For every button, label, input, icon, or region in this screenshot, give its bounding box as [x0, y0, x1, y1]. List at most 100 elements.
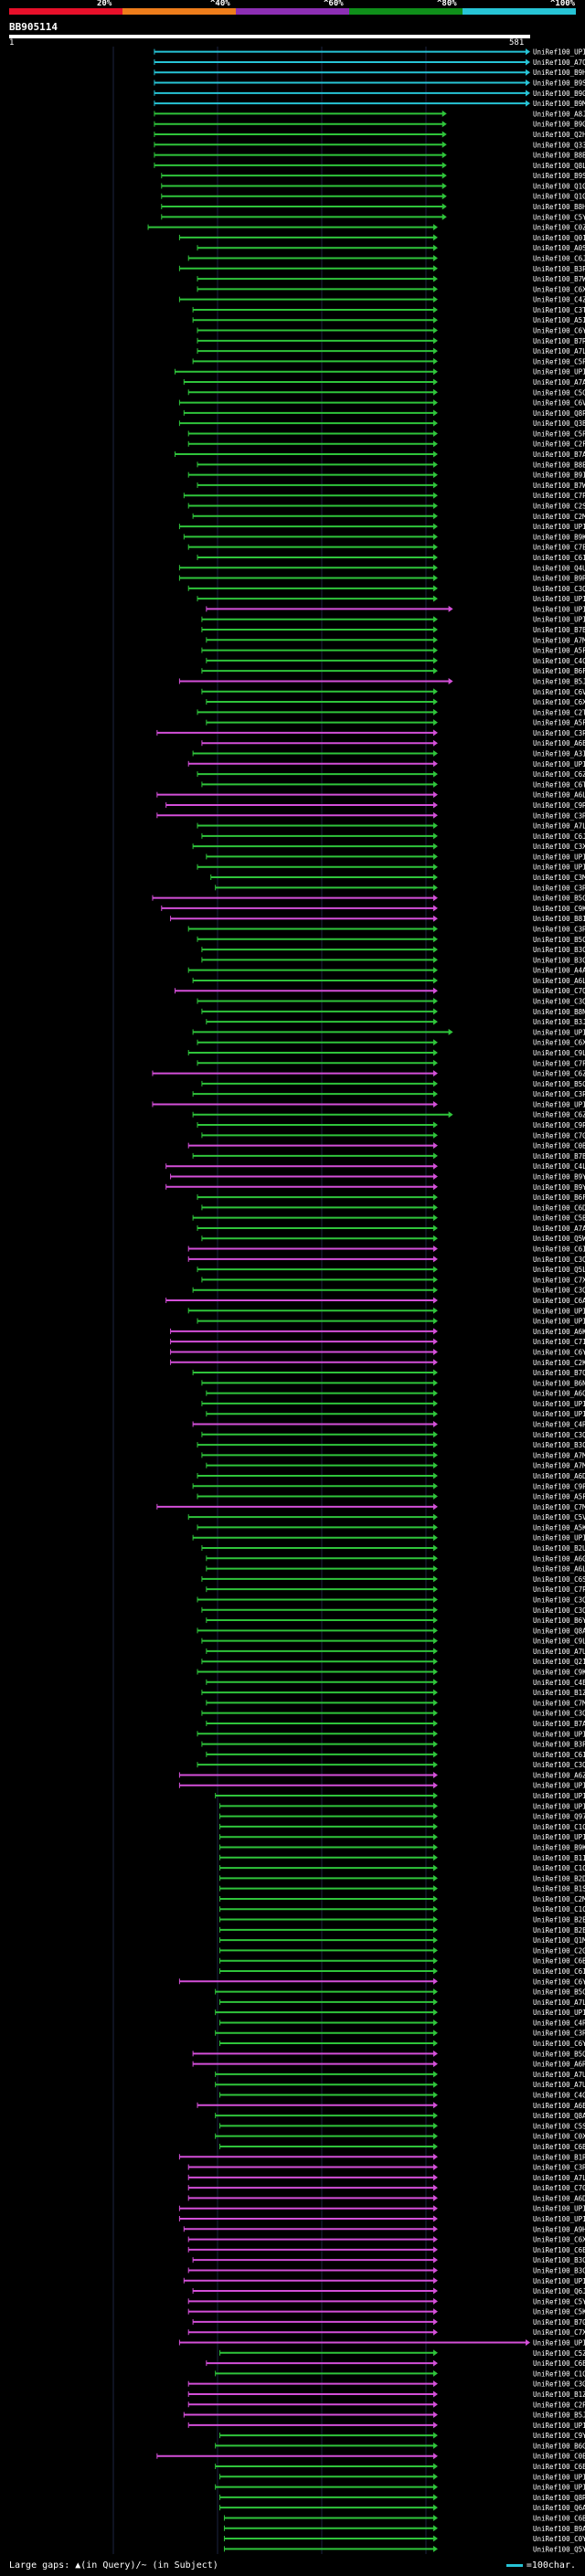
hit-row[interactable]: UniRef100_UPI000...: [197, 864, 585, 872]
hit-row[interactable]: UniRef100_B3CET0: [197, 1441, 585, 1449]
hit-row[interactable]: UniRef100_A6LE04: [206, 1565, 585, 1574]
hit-row[interactable]: UniRef100_UPI000...: [187, 2422, 585, 2430]
hit-row[interactable]: UniRef100_C1CND2: [219, 1823, 585, 1831]
hit-row[interactable]: UniRef100_C7XUT6: [201, 1276, 585, 1284]
hit-row[interactable]: UniRef100_B9YAY3: [170, 1172, 585, 1181]
hit-row[interactable]: UniRef100_C5BT77: [192, 1214, 585, 1223]
hit-row[interactable]: UniRef100_UPI000...: [178, 2215, 585, 2223]
hit-row[interactable]: UniRef100_A3I1R0: [192, 750, 585, 758]
hit-row[interactable]: UniRef100_C5YZ27: [161, 213, 585, 221]
hit-row[interactable]: UniRef100_A4AM19: [187, 967, 585, 975]
hit-row[interactable]: UniRef100_A5I1S9: [192, 316, 585, 324]
hit-row[interactable]: UniRef100_A7U9U9: [215, 2071, 585, 2079]
hit-row[interactable]: UniRef100_UPI000...: [197, 1318, 585, 1326]
hit-row[interactable]: UniRef100_C6B8F3: [223, 2514, 585, 2522]
hit-row[interactable]: UniRef100_UPI000...: [219, 1833, 585, 1841]
hit-row[interactable]: UniRef100_UPI000...: [178, 2205, 585, 2213]
hit-row[interactable]: UniRef100_A7A3R4: [183, 378, 585, 387]
hit-row[interactable]: UniRef100_C6SDF4: [201, 1575, 585, 1584]
hit-row[interactable]: UniRef100_B5QF16: [192, 2050, 585, 2058]
hit-row[interactable]: UniRef100_C3Q8Q9: [187, 585, 585, 593]
hit-row[interactable]: UniRef100_UPI000...: [178, 523, 585, 531]
hit-row[interactable]: UniRef100_Q21HR6: [201, 1658, 585, 1666]
hit-row[interactable]: UniRef100_UPI000...: [219, 2473, 585, 2481]
hit-row[interactable]: UniRef100_C3ROK0: [187, 925, 585, 933]
hit-row[interactable]: UniRef100_C5PLU2: [192, 357, 585, 366]
hit-row[interactable]: UniRef100_C6VIM4: [201, 688, 585, 696]
hit-row[interactable]: UniRef100_Q1G9U3: [161, 182, 585, 190]
hit-row[interactable]: UniRef100_C9L861: [187, 1049, 585, 1057]
hit-row[interactable]: UniRef100_B5JIL4: [183, 2412, 585, 2420]
hit-row[interactable]: UniRef100_C3QD12: [197, 1595, 585, 1604]
hit-row[interactable]: UniRef100_UPI000...: [154, 48, 585, 57]
hit-row[interactable]: UniRef100_C6D3L0: [201, 1203, 585, 1212]
hit-row[interactable]: UniRef100_B5CPQ7: [197, 936, 585, 944]
hit-row[interactable]: UniRef100_UPI000...: [152, 1100, 585, 1108]
hit-row[interactable]: UniRef100_A7U2M0: [206, 1648, 585, 1656]
hit-row[interactable]: UniRef100_B9MC79: [154, 100, 585, 108]
hit-row[interactable]: UniRef100_A8J057: [154, 110, 585, 118]
hit-row[interactable]: UniRef100_B9KCC0: [219, 1843, 585, 1851]
hit-row[interactable]: UniRef100_Q1MAY8: [219, 1936, 585, 1945]
hit-row[interactable]: UniRef100_B7BSY6: [201, 626, 585, 634]
hit-row[interactable]: UniRef100_B9SNW6: [161, 172, 585, 180]
hit-row[interactable]: UniRef100_UPI000...: [201, 1400, 585, 1408]
hit-row[interactable]: UniRef100_C6Y0X2: [197, 327, 585, 335]
hit-row[interactable]: UniRef100_C7PAN3: [206, 1585, 585, 1594]
hit-row[interactable]: UniRef100_C2S6L9: [187, 503, 585, 511]
hit-row[interactable]: UniRef100_C0BH20: [187, 1142, 585, 1150]
hit-row[interactable]: UniRef100_C6E0H3: [215, 2463, 585, 2471]
hit-row[interactable]: UniRef100_C4L8Q5: [165, 1162, 585, 1171]
hit-row[interactable]: UniRef100_Q8PLM1: [183, 409, 585, 418]
hit-row[interactable]: UniRef100_B5JRH0: [178, 677, 585, 685]
hit-row[interactable]: UniRef100_B8EQ00: [197, 461, 585, 469]
hit-row[interactable]: UniRef100_A6QS19: [206, 1390, 585, 1398]
hit-row[interactable]: UniRef100_C6EHJ7: [206, 2359, 585, 2368]
hit-row[interactable]: UniRef100_C3R0N1: [187, 2164, 585, 2172]
hit-row[interactable]: UniRef100_Q33990: [154, 141, 585, 149]
hit-row[interactable]: UniRef100_A7LPZ3: [219, 1998, 585, 2007]
hit-row[interactable]: UniRef100_C9RS46: [165, 801, 585, 810]
hit-row[interactable]: UniRef100_B7RBY1: [197, 337, 585, 345]
hit-row[interactable]: UniRef100_C6VTD0: [178, 399, 585, 408]
hit-row[interactable]: UniRef100_B6GHH0: [215, 2442, 585, 2450]
hit-row[interactable]: UniRef100_C3GWW2: [187, 2380, 585, 2389]
hit-row[interactable]: UniRef100_C2KWP9: [170, 1359, 585, 1367]
hit-row[interactable]: UniRef100_B1ZP67: [201, 1689, 585, 1697]
hit-row[interactable]: UniRef100_UPI000...: [192, 1028, 585, 1036]
hit-row[interactable]: UniRef100_C6XXC2: [206, 698, 585, 706]
hit-row[interactable]: UniRef100_B3JMN3: [206, 1018, 585, 1026]
hit-row[interactable]: UniRef100_C7P1E7: [197, 1059, 585, 1067]
hit-row[interactable]: UniRef100_B3CG19: [201, 956, 585, 964]
hit-row[interactable]: UniRef100_B9RTV2: [178, 575, 585, 583]
hit-row[interactable]: UniRef100_C0EHJ4: [156, 2453, 585, 2461]
hit-row[interactable]: UniRef100_B9AWB3: [223, 2525, 585, 2533]
hit-row[interactable]: UniRef100_A6DLU8: [187, 2194, 585, 2202]
hit-row[interactable]: UniRef100_C5KYE4: [187, 2308, 585, 2316]
hit-row[interactable]: UniRef100_C7XDE7: [187, 2328, 585, 2337]
hit-row[interactable]: UniRef100_C3R1F0: [215, 2030, 585, 2038]
hit-row[interactable]: UniRef100_UPI000...: [183, 2277, 585, 2285]
hit-row[interactable]: UniRef100_B8HWU1: [161, 203, 585, 211]
hit-row[interactable]: UniRef100_UPI000...: [197, 1730, 585, 1738]
hit-row[interactable]: UniRef100_B9IRD8: [187, 472, 585, 480]
hit-row[interactable]: UniRef100_C4CSR6: [206, 657, 585, 665]
hit-row[interactable]: UniRef100_B9HS76: [154, 69, 585, 77]
hit-row[interactable]: UniRef100_C6Z8D8: [192, 1111, 585, 1119]
hit-row[interactable]: UniRef100_A6RUF8: [192, 2061, 585, 2069]
hit-row[interactable]: UniRef100_B6FP44: [201, 667, 585, 675]
hit-row[interactable]: UniRef100_B5CEJ3: [201, 1080, 585, 1088]
hit-row[interactable]: UniRef100_A6ZB88: [178, 1771, 585, 1779]
hit-row[interactable]: UniRef100_C5CNE1: [187, 388, 585, 397]
hit-row[interactable]: UniRef100_C0XDZ6: [215, 2133, 585, 2141]
hit-row[interactable]: UniRef100_C4G979: [219, 2091, 585, 2099]
hit-row[interactable]: UniRef100_C6Z8V0: [197, 770, 585, 779]
hit-row[interactable]: UniRef100_C3QYY9: [197, 998, 585, 1006]
hit-row[interactable]: UniRef100_B6NUU3: [201, 1379, 585, 1387]
hit-row[interactable]: UniRef100_C1CFN6: [215, 2369, 585, 2378]
hit-row[interactable]: UniRef100_C5Y9Y4: [187, 2297, 585, 2306]
hit-row[interactable]: UniRef100_UPI000...: [215, 2009, 585, 2017]
hit-row[interactable]: UniRef100_B9SNW7: [154, 80, 585, 88]
hit-row[interactable]: UniRef100_C7EQ04: [187, 544, 585, 552]
hit-row[interactable]: UniRef100_A5FC14: [197, 1493, 585, 1501]
